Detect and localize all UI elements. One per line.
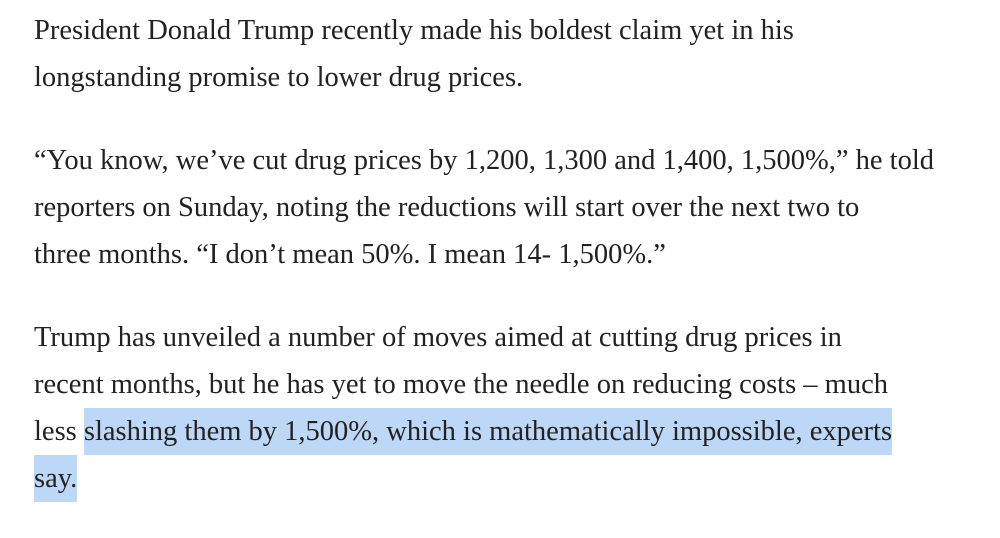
text: Trump has unveiled a number of moves aim… [34,322,842,353]
text-line: three months. “I don’t mean 50%. I mean … [34,231,1000,278]
text: three months. “I don’t mean 50%. I mean … [34,239,666,270]
highlighted-text: say. [34,455,78,502]
highlighted-text: slashing them by 1,500%, which is mathem… [83,408,893,455]
text-line: recent months, but he has yet to move th… [34,361,1000,408]
text: less [34,416,84,447]
text: recent months, but he has yet to move th… [34,369,888,400]
text-line: longstanding promise to lower drug price… [34,54,1000,101]
article-body: President Donald Trump recently made his… [34,7,1000,538]
text-line: less slashing them by 1,500%, which is m… [34,408,1000,455]
text-line: say. [34,455,1000,502]
text-line: President Donald Trump recently made his… [34,7,1000,54]
text-line: “You know, we’ve cut drug prices by 1,20… [34,137,1000,184]
text: reporters on Sunday, noting the reductio… [34,192,860,223]
text-line: Trump has unveiled a number of moves aim… [34,314,1000,361]
text: longstanding promise to lower drug price… [34,62,524,93]
paragraph: Trump has unveiled a number of moves aim… [34,314,1000,502]
paragraph: President Donald Trump recently made his… [34,7,1000,101]
text: “You know, we’ve cut drug prices by 1,20… [34,145,934,176]
text-line: reporters on Sunday, noting the reductio… [34,184,1000,231]
paragraph: “You know, we’ve cut drug prices by 1,20… [34,137,1000,278]
text: President Donald Trump recently made his… [34,15,794,46]
